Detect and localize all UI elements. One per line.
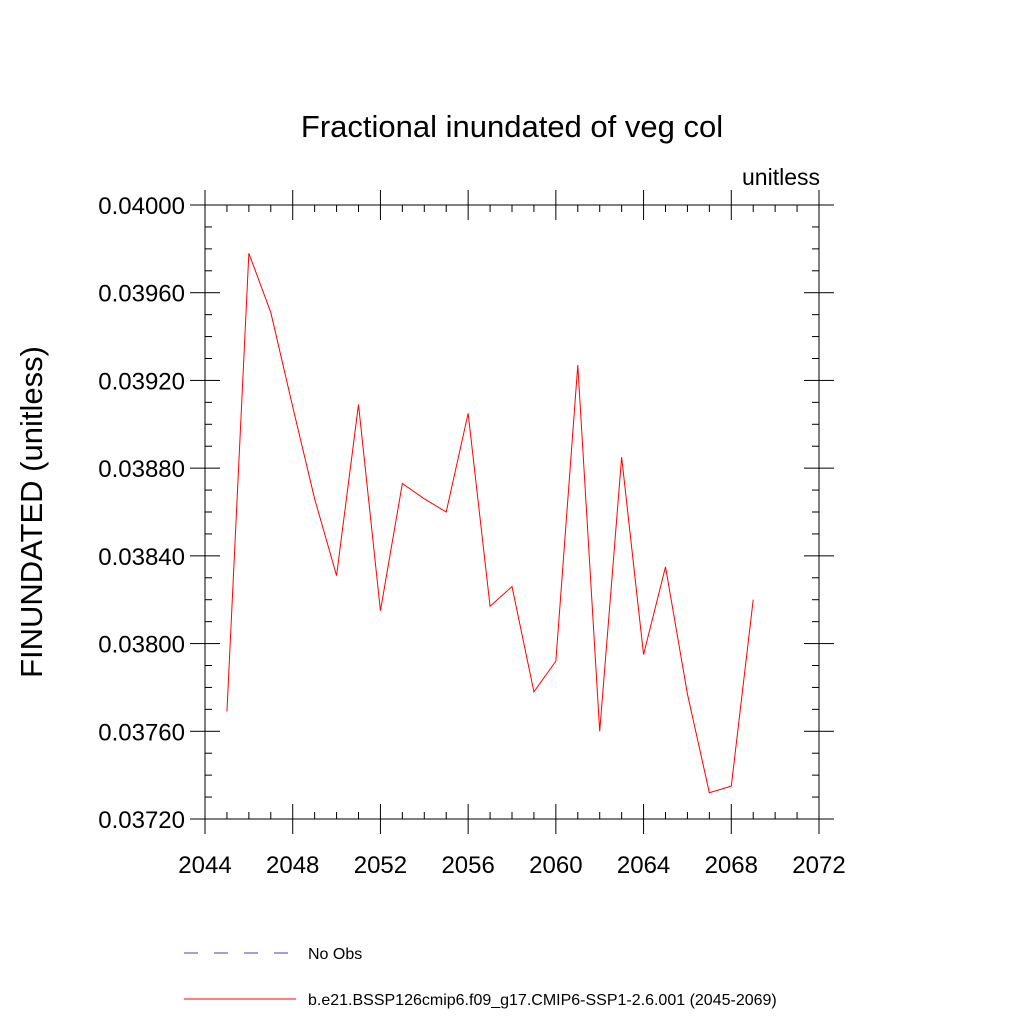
x-tick-label: 2052 xyxy=(354,852,407,879)
legend-label: No Obs xyxy=(308,946,362,963)
y-tick-label: 0.03720 xyxy=(98,807,185,834)
y-tick-label: 0.03800 xyxy=(98,632,185,659)
series-line xyxy=(226,253,754,794)
x-tick-label: 2064 xyxy=(617,852,670,879)
x-tick-label: 2060 xyxy=(529,852,582,879)
y-tick-label: 0.03760 xyxy=(98,719,185,746)
x-tick-label: 2056 xyxy=(441,852,494,879)
x-tick-label: 2044 xyxy=(178,852,231,879)
y-tick-label: 0.03880 xyxy=(98,456,185,483)
y-tick-label: 0.03840 xyxy=(98,544,185,571)
plot-frame xyxy=(204,204,820,820)
x-tick-label: 2048 xyxy=(266,852,319,879)
units-label: unitless xyxy=(742,164,820,190)
x-tick-label: 2072 xyxy=(792,852,845,879)
y-tick-labels: 0.03720 0.03760 0.03800 0.03840 0.03880 0.039… xyxy=(98,193,185,834)
legend: No Obs b.e21.BSSP126cmip6.f09_g17.CMIP6-S… xyxy=(184,946,777,1009)
y-tick-label: 0.03920 xyxy=(98,368,185,395)
legend-label: b.e21.BSSP126cmip6.f09_g17.CMIP6-SSP1-2.… xyxy=(308,992,777,1009)
axis-ticks xyxy=(190,190,834,834)
chart-title: Fractional inundated of veg col xyxy=(301,109,723,144)
y-tick-label: 0.03960 xyxy=(98,281,185,308)
y-tick-label: 0.04000 xyxy=(98,193,185,220)
x-tick-labels: 2044 2048 2052 2056 2060 2064 2068 2072 xyxy=(178,852,845,879)
series-group xyxy=(226,253,754,794)
x-tick-label: 2068 xyxy=(705,852,758,879)
y-axis-label: FINUNDATED (unitless) xyxy=(14,346,49,678)
